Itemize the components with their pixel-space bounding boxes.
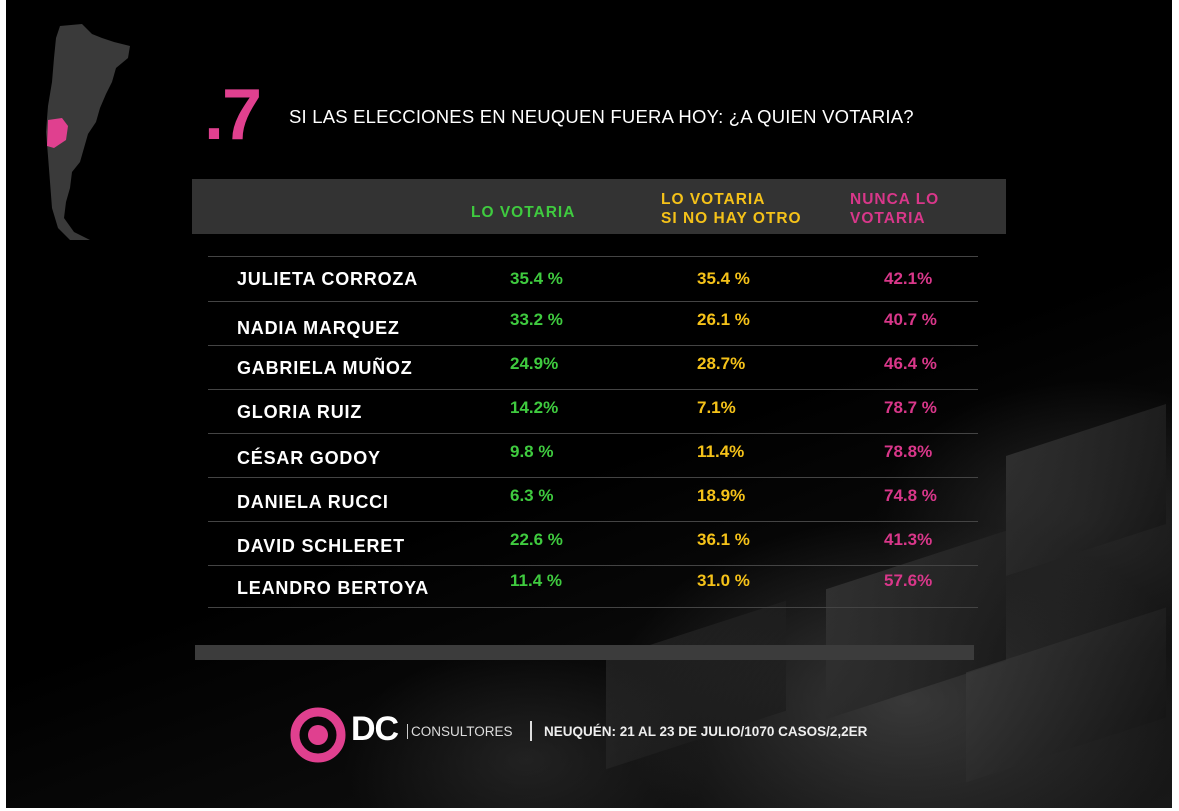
slide: .7 SI LAS ELECCIONES EN NEUQUEN FUERA HO… (6, 0, 1172, 808)
table-row: JULIETA CORROZA 35.4 % 35.4 % 42.1% (208, 256, 978, 301)
value-si-no-hay-otro: 36.1 % (697, 530, 750, 549)
value-lo-votaria: 33.2 % (510, 310, 563, 329)
value-si-no-hay-otro: 26.1 % (697, 310, 750, 329)
column-header-si-no-hay-otro: LO VOTARIA SI NO HAY OTRO (661, 190, 802, 228)
value-si-no-hay-otro: 31.0 % (697, 571, 750, 590)
value-nunca-lo-votaria: 74.8 % (884, 486, 937, 505)
header-text: VOTARIA (850, 210, 926, 227)
candidate-name: GLORIA RUIZ (237, 402, 363, 422)
header-text: LO VOTARIA (661, 191, 766, 208)
table-row: GABRIELA MUÑOZ 24.9% 28.7% 46.4 % (208, 345, 978, 390)
column-header-nunca-lo-votaria: NUNCA LO VOTARIA (850, 190, 939, 228)
value-nunca-lo-votaria: 41.3% (884, 530, 933, 549)
value-lo-votaria: 24.9% (510, 354, 559, 373)
candidate-name: DAVID SCHLERET (237, 536, 405, 556)
header-text: SI NO HAY OTRO (661, 210, 802, 227)
table-row: CÉSAR GODOY 9.8 % 11.4% 78.8% (208, 433, 978, 478)
argentina-map-icon (46, 24, 130, 240)
value-nunca-lo-votaria: 57.6% (884, 571, 933, 590)
table-bottom-rule (208, 607, 978, 608)
bottom-bar (195, 645, 974, 660)
header-text: NUNCA LO (850, 191, 940, 208)
candidate-name: JULIETA CORROZA (237, 269, 418, 289)
value-si-no-hay-otro: 11.4% (697, 442, 745, 461)
value-nunca-lo-votaria: 78.8% (884, 442, 933, 461)
candidate-name: DANIELA RUCCI (237, 492, 389, 512)
value-nunca-lo-votaria: 40.7 % (884, 310, 937, 329)
value-lo-votaria: 22.6 % (510, 530, 563, 549)
candidate-name: GABRIELA MUÑOZ (237, 358, 413, 378)
value-lo-votaria: 6.3 % (510, 486, 554, 505)
value-si-no-hay-otro: 28.7% (697, 354, 746, 373)
value-nunca-lo-votaria: 42.1% (884, 269, 933, 288)
candidate-name: CÉSAR GODOY (237, 448, 381, 468)
value-lo-votaria: 14.2% (510, 398, 559, 417)
table-row: DANIELA RUCCI 6.3 % 18.9% 74.8 % (208, 477, 978, 522)
value-si-no-hay-otro: 18.9% (697, 486, 746, 505)
value-nunca-lo-votaria: 46.4 % (884, 354, 937, 373)
survey-info: NEUQUÉN: 21 AL 23 DE JULIO/1070 CASOS/2,… (544, 724, 868, 739)
table-row: GLORIA RUIZ 14.2% 7.1% 78.7 % (208, 389, 978, 434)
slide-number: .7 (204, 75, 262, 155)
value-lo-votaria: 9.8 % (510, 442, 554, 461)
candidate-name: LEANDRO BERTOYA (237, 578, 430, 598)
header-text: LO VOTARIA (471, 204, 576, 221)
slide-title: SI LAS ELECCIONES EN NEUQUEN FUERA HOY: … (289, 106, 914, 127)
table-row: DAVID SCHLERET 22.6 % 36.1 % 41.3% (208, 521, 978, 566)
candidate-name: NADIA MARQUEZ (237, 318, 400, 338)
footer-separator (530, 721, 532, 741)
logo-text: DC (351, 710, 399, 748)
brand-name: CONSULTORES (407, 724, 513, 739)
column-header-lo-votaria: LO VOTARIA (471, 203, 575, 222)
value-si-no-hay-otro: 7.1% (697, 398, 736, 417)
value-si-no-hay-otro: 35.4 % (697, 269, 750, 288)
table-header: LO VOTARIA LO VOTARIA SI NO HAY OTRO NUN… (192, 179, 1006, 234)
table-row: LEANDRO BERTOYA 11.4 % 31.0 % 57.6% (208, 565, 978, 610)
value-lo-votaria: 11.4 % (510, 571, 562, 590)
value-lo-votaria: 35.4 % (510, 269, 563, 288)
value-nunca-lo-votaria: 78.7 % (884, 398, 937, 417)
dc-logo-icon (290, 707, 346, 763)
table-row: NADIA MARQUEZ 33.2 % 26.1 % 40.7 % (208, 301, 978, 346)
